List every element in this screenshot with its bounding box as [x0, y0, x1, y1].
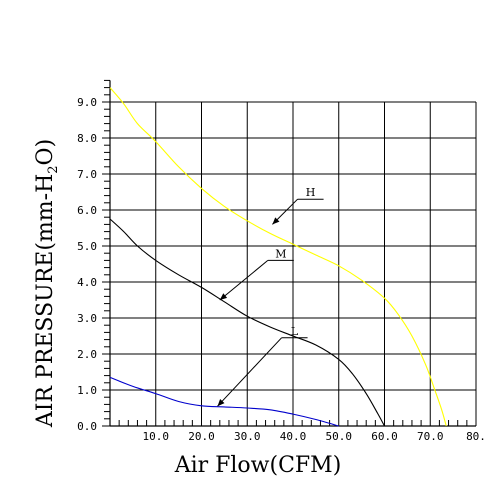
- axes: [109, 80, 476, 427]
- x-tick-label: 20.0: [188, 430, 215, 443]
- grid-lines: [110, 101, 477, 427]
- x-tick-label: 50.0: [326, 430, 353, 443]
- x-tick-label: 70.0: [417, 430, 444, 443]
- y-tick-label: 5.0: [77, 240, 97, 253]
- y-axis-title: AIR PRESSURE(mm-H2O): [33, 139, 61, 428]
- y-tick-labels: 0.0 1.0 2.0 3.0 4.0 5.0 6.0 7.0 8.0 9.0: [77, 96, 97, 433]
- callout-arrowhead-l: [217, 399, 225, 407]
- y-axis-title-subscript: 2: [46, 165, 61, 173]
- x-axis-title: Air Flow(CFM): [174, 453, 342, 478]
- y-minor-ticks: [102, 79, 468, 427]
- series-lines: [109, 87, 447, 427]
- y-tick-label: 9.0: [77, 96, 97, 109]
- y-tick-label: 1.0: [77, 384, 97, 397]
- y-tick-label: 4.0: [77, 276, 97, 289]
- x-tick-label: 10.0: [143, 430, 170, 443]
- x-tick-label: 30.0: [234, 430, 261, 443]
- y-tick-label: 2.0: [77, 348, 97, 361]
- series-line-m: [109, 218, 385, 427]
- y-tick-label: 6.0: [77, 204, 97, 217]
- callout-arrowhead-h: [272, 217, 280, 225]
- y-axis-title-main: AIR PRESSURE(mm-H: [33, 174, 58, 428]
- y-tick-label: 0.0: [77, 420, 97, 433]
- x-tick-labels: 10.0 20.0 30.0 40.0 50.0 60.0 70.0 80.: [143, 430, 485, 443]
- y-tick-label: 8.0: [77, 132, 97, 145]
- callout-leader-l: [217, 337, 282, 407]
- series-line-l: [109, 376, 339, 427]
- series-line-h: [109, 87, 447, 427]
- callout-leader-m: [219, 260, 269, 301]
- series-callouts: H M L: [217, 186, 324, 407]
- x-tick-label: 80.: [466, 430, 485, 443]
- callout-arrowhead-m: [219, 293, 228, 300]
- y-tick-label: 7.0: [77, 168, 97, 181]
- y-tick-label: 3.0: [77, 312, 97, 325]
- series-label-l: L: [291, 325, 299, 338]
- series-label-m: M: [275, 247, 286, 260]
- series-label-h: H: [306, 186, 316, 199]
- x-tick-label: 60.0: [371, 430, 398, 443]
- x-tick-label: 40.0: [280, 430, 307, 443]
- y-axis-title-end: O): [33, 139, 58, 166]
